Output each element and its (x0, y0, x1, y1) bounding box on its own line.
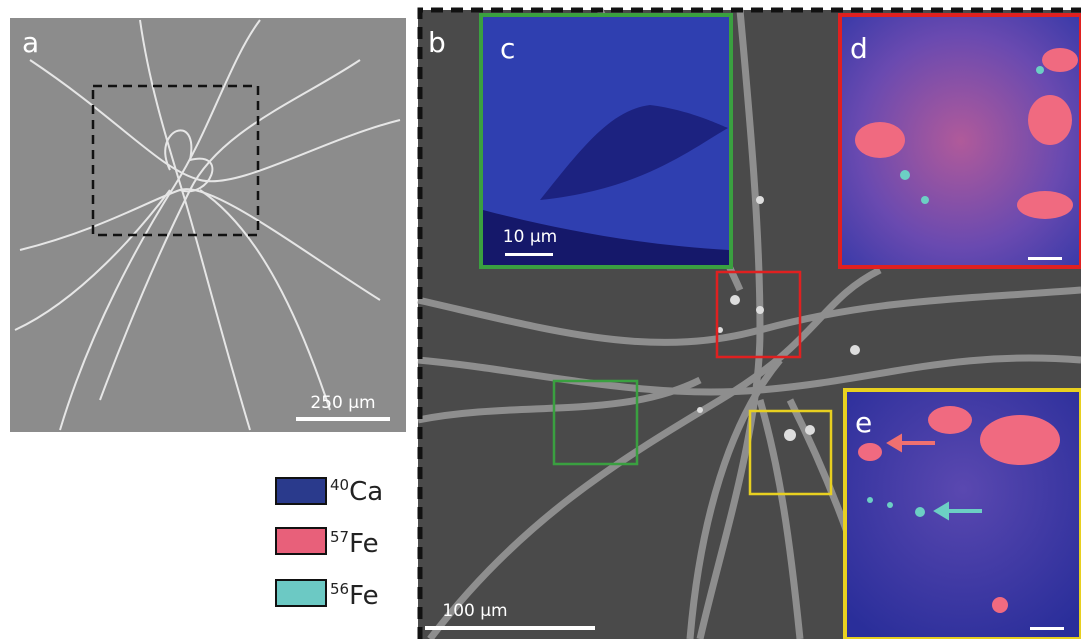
scale-bar-d (1028, 257, 1062, 260)
panel-a-image (10, 18, 406, 432)
panel-label: c (500, 32, 515, 65)
panel-label: e (855, 406, 872, 439)
figure: a 250 µm b 100 µm c 10 µm d (0, 0, 1081, 639)
panel-label: a (22, 26, 39, 59)
panel-label: b (428, 26, 446, 59)
legend-swatch (276, 528, 326, 554)
isotope-mass: 40 (330, 476, 349, 494)
figure-art: a 250 µm b 100 µm c 10 µm d (0, 0, 1081, 639)
legend-item: 40Ca (330, 478, 383, 505)
element: Ca (349, 477, 383, 507)
scale-bar-e (1030, 627, 1064, 630)
element: Fe (349, 581, 379, 611)
scale-bar-c (505, 253, 553, 256)
scale-label: 250 µm (310, 393, 375, 413)
scale-label: 10 µm (503, 227, 557, 247)
scale-label: 100 µm (442, 601, 507, 621)
isotope-mass: 57 (330, 528, 349, 546)
element: Fe (349, 529, 379, 559)
isotope-mass: 56 (330, 580, 349, 598)
scale-bar-a (296, 417, 390, 421)
legend-swatch (276, 478, 326, 504)
legend-item: 56Fe (330, 582, 379, 609)
scale-bar-b (425, 626, 595, 630)
legend-item: 57Fe (330, 530, 379, 557)
legend-swatch (276, 580, 326, 606)
panel-label: d (850, 32, 868, 65)
